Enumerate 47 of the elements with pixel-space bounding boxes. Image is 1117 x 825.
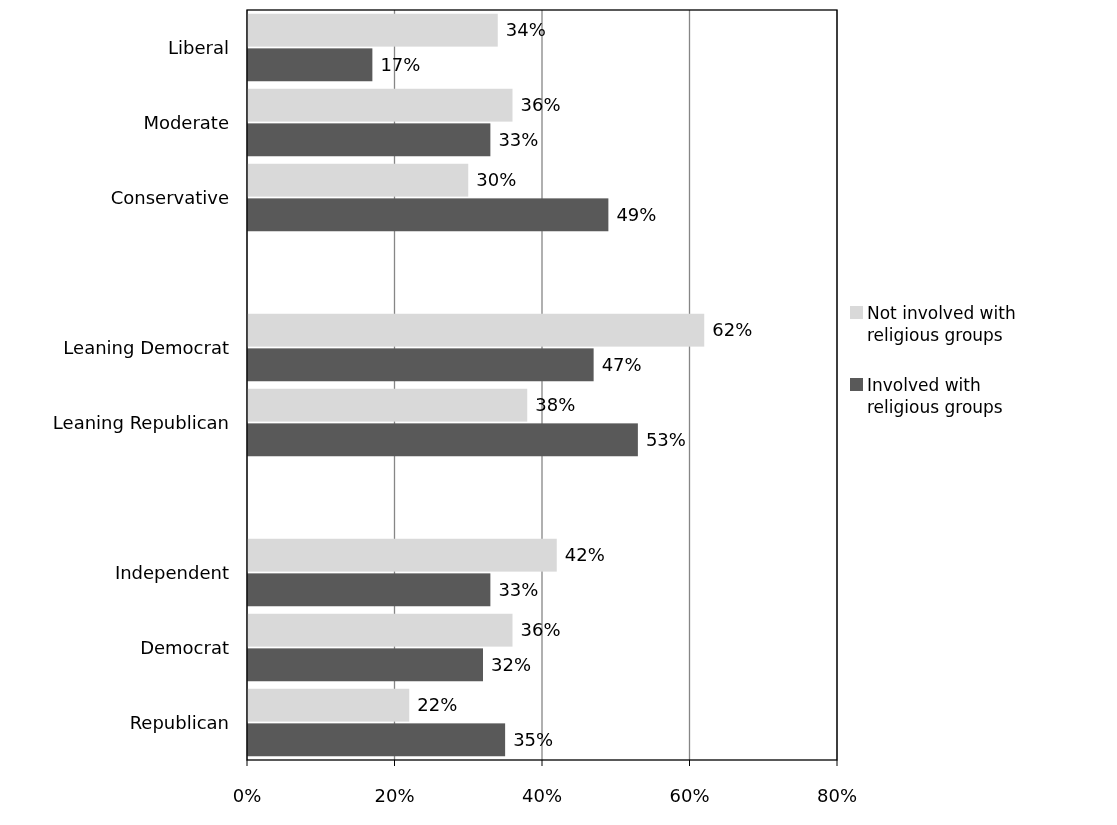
data-label: 49% <box>616 204 657 226</box>
data-label: 36% <box>520 619 561 641</box>
x-tick-label: 80% <box>816 785 858 806</box>
bar <box>247 613 513 647</box>
data-label: 33% <box>498 579 539 601</box>
x-tick-label: 20% <box>374 785 415 806</box>
x-tick-label: 40% <box>521 785 563 806</box>
bar <box>247 723 506 757</box>
data-label: 17% <box>380 54 421 76</box>
y-tick-label: Conservative <box>110 186 229 208</box>
y-tick-label: Liberal <box>168 36 229 58</box>
y-tick-label: Moderate <box>143 111 229 133</box>
data-label: 30% <box>476 169 517 191</box>
legend-label: Not involved with religious groups <box>867 302 1016 346</box>
bar <box>247 423 638 457</box>
data-label: 62% <box>712 319 753 341</box>
bar <box>247 163 469 197</box>
legend-label: Involved with religious groups <box>867 374 1003 418</box>
y-tick-label: Independent <box>114 561 229 583</box>
bar <box>247 688 410 722</box>
data-label: 34% <box>505 19 546 41</box>
bar <box>247 13 498 47</box>
x-tick-label: 0% <box>232 785 262 806</box>
data-label: 33% <box>498 129 539 151</box>
data-label: 22% <box>417 694 458 716</box>
bar <box>247 48 373 82</box>
data-label: 42% <box>564 544 605 566</box>
data-label: 32% <box>491 654 532 676</box>
data-label: 38% <box>535 394 576 416</box>
data-label: 35% <box>513 729 554 751</box>
x-tick-label: 60% <box>669 785 710 806</box>
bar <box>247 198 609 232</box>
bar <box>247 123 491 157</box>
data-label: 36% <box>520 94 561 116</box>
data-label: 47% <box>601 354 642 376</box>
bar <box>247 648 483 682</box>
bar <box>247 538 557 572</box>
y-tick-label: Leaning Republican <box>52 411 229 433</box>
bar <box>247 348 594 382</box>
y-tick-label: Republican <box>129 711 229 733</box>
bar <box>247 573 491 607</box>
y-tick-label: Leaning Democrat <box>63 336 229 358</box>
bar <box>247 388 528 422</box>
bar <box>247 88 513 122</box>
data-label: 53% <box>645 429 686 451</box>
bar <box>247 313 705 347</box>
y-tick-label: Democrat <box>140 636 229 658</box>
